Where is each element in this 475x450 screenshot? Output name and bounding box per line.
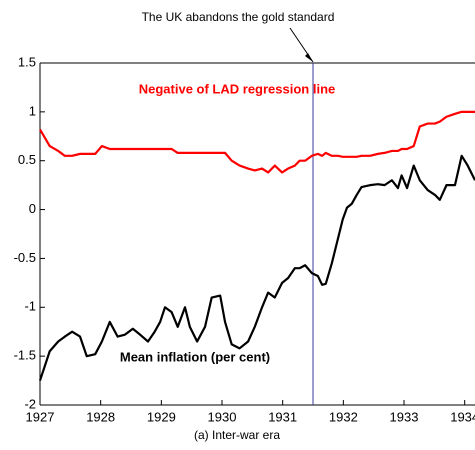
data-line — [38, 154, 475, 381]
arrow-head — [305, 53, 314, 62]
x-tick-label: 1927 — [26, 409, 55, 424]
y-tick-label: -2 — [24, 396, 36, 411]
legend-label: Negative of LAD regression line — [139, 81, 336, 96]
y-tick-label: -0.5 — [14, 250, 36, 265]
legend-label: Mean inflation (per cent) — [120, 349, 270, 364]
data-line — [39, 110, 475, 174]
x-tick-label: 1930 — [208, 409, 237, 424]
x-axis-label: (a) Inter-war era — [194, 428, 280, 442]
y-tick-label: -1.5 — [14, 348, 36, 363]
y-tick-label: 0.5 — [18, 152, 36, 167]
x-tick-label: 1933 — [390, 409, 419, 424]
y-tick-label: -1 — [24, 299, 36, 314]
annotation-text: The UK abandons the gold standard — [142, 10, 335, 24]
x-tick-label: 1928 — [86, 409, 115, 424]
y-tick-label: 0 — [29, 201, 36, 216]
y-tick-label: 1 — [29, 103, 36, 118]
x-tick-label: 1931 — [268, 409, 297, 424]
x-tick-label: 1934 — [450, 409, 475, 424]
x-tick-label: 1929 — [147, 409, 176, 424]
x-tick-label: 1932 — [329, 409, 358, 424]
y-tick-label: 1.5 — [18, 54, 36, 69]
